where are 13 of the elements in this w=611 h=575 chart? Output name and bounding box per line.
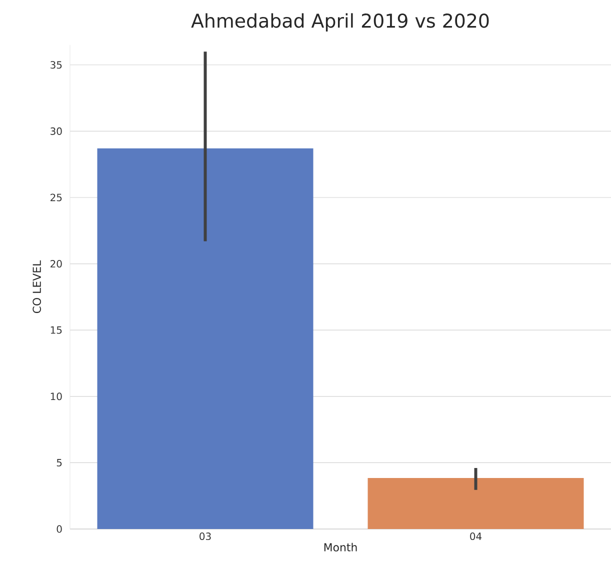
- y-tick-label: 15: [50, 326, 62, 334]
- y-tick-label: 10: [50, 392, 62, 400]
- x-tick-label: 03: [200, 532, 211, 540]
- x-tick-label: 04: [470, 532, 482, 540]
- y-tick-label: 25: [50, 194, 62, 202]
- y-tick-label: 30: [50, 127, 62, 135]
- y-tick-label: 20: [50, 260, 62, 268]
- y-tick-label: 5: [56, 458, 62, 466]
- y-axis-title: CO LEVEL: [32, 260, 41, 314]
- chart-title: Ahmedabad April 2019 vs 2020: [191, 13, 489, 32]
- y-tick-label: 0: [56, 525, 62, 533]
- x-axis-title: Month: [324, 542, 357, 552]
- y-tick-label: 35: [50, 61, 62, 69]
